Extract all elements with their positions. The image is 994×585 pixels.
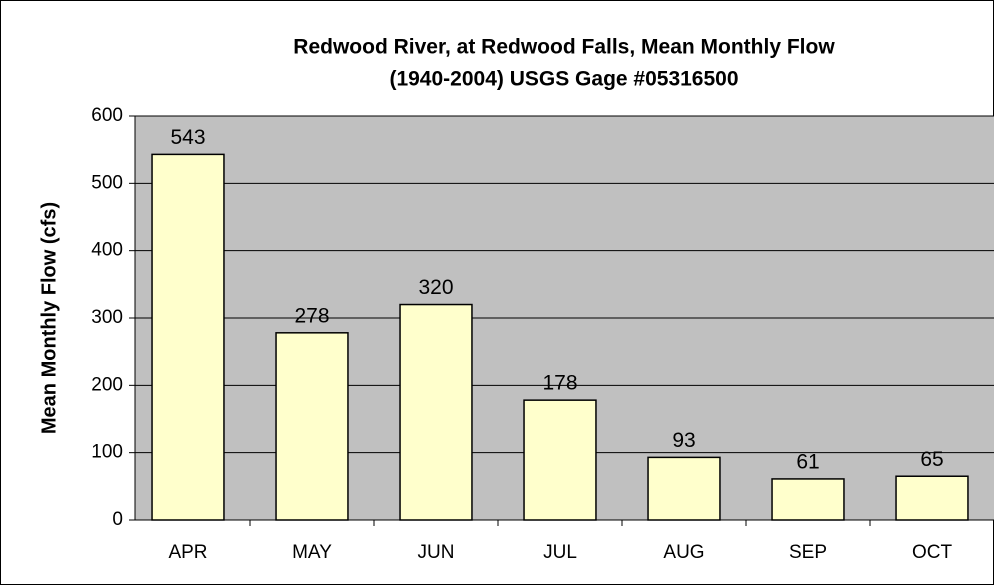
y-tick-label: 100 bbox=[91, 442, 123, 463]
data-label: 93 bbox=[672, 429, 695, 452]
y-tick-label: 0 bbox=[112, 509, 123, 530]
x-tick-label: APR bbox=[168, 542, 207, 563]
chart-title: Redwood River, at Redwood Falls, Mean Mo… bbox=[293, 36, 835, 59]
x-tick-label: MAY bbox=[292, 542, 332, 563]
x-tick-label: OCT bbox=[912, 542, 953, 563]
bar bbox=[399, 303, 473, 521]
x-tick-label: JUN bbox=[418, 542, 455, 563]
chart-title: (1940-2004) USGS Gage #05316500 bbox=[389, 68, 738, 91]
y-tick-label: 200 bbox=[91, 374, 123, 395]
data-label: 320 bbox=[418, 276, 453, 299]
bar bbox=[151, 153, 225, 521]
data-label: 278 bbox=[294, 304, 329, 327]
data-label: 61 bbox=[796, 450, 819, 473]
x-tick-label: SEP bbox=[789, 542, 827, 563]
y-tick-label: 300 bbox=[91, 307, 123, 328]
x-tick-label: AUG bbox=[663, 542, 704, 563]
bar bbox=[275, 332, 349, 521]
y-tick-label: 400 bbox=[91, 240, 123, 261]
data-label: 543 bbox=[170, 126, 205, 149]
bar bbox=[647, 456, 721, 521]
y-tick-label: 600 bbox=[91, 105, 123, 126]
x-tick-label: JUL bbox=[543, 542, 577, 563]
data-label: 65 bbox=[920, 448, 943, 471]
bar bbox=[523, 399, 597, 521]
y-axis-title: Mean Monthly Flow (cfs) bbox=[38, 202, 60, 434]
bar bbox=[895, 475, 969, 521]
y-tick-label: 500 bbox=[91, 172, 123, 193]
bar bbox=[771, 478, 845, 521]
data-label: 178 bbox=[542, 372, 577, 395]
